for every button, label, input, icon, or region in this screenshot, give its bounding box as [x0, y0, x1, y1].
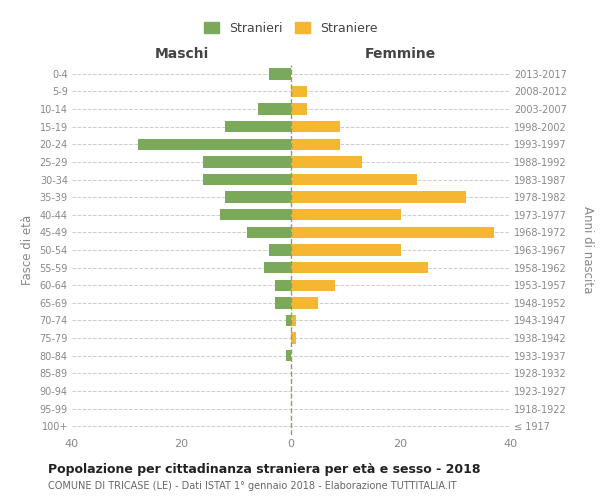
- Bar: [226, 192, 291, 203]
- Bar: [263, 262, 291, 274]
- Bar: [247, 226, 291, 238]
- Bar: [291, 280, 335, 291]
- Bar: [291, 121, 340, 132]
- Bar: [291, 156, 362, 168]
- Text: Maschi: Maschi: [154, 48, 209, 62]
- Bar: [138, 138, 291, 150]
- Bar: [291, 174, 417, 185]
- Bar: [286, 350, 291, 362]
- Bar: [291, 86, 307, 97]
- Text: Femmine: Femmine: [365, 48, 436, 62]
- Bar: [269, 68, 291, 80]
- Bar: [220, 209, 291, 220]
- Bar: [291, 209, 401, 220]
- Bar: [291, 192, 466, 203]
- Bar: [286, 315, 291, 326]
- Y-axis label: Anni di nascita: Anni di nascita: [581, 206, 594, 294]
- Bar: [203, 174, 291, 185]
- Text: COMUNE DI TRICASE (LE) - Dati ISTAT 1° gennaio 2018 - Elaborazione TUTTITALIA.IT: COMUNE DI TRICASE (LE) - Dati ISTAT 1° g…: [48, 481, 457, 491]
- Bar: [258, 104, 291, 115]
- Bar: [269, 244, 291, 256]
- Bar: [291, 226, 494, 238]
- Bar: [291, 104, 307, 115]
- Y-axis label: Fasce di età: Fasce di età: [21, 215, 34, 285]
- Bar: [291, 332, 296, 344]
- Bar: [291, 262, 428, 274]
- Bar: [291, 138, 340, 150]
- Legend: Stranieri, Straniere: Stranieri, Straniere: [199, 17, 383, 40]
- Bar: [275, 297, 291, 308]
- Bar: [203, 156, 291, 168]
- Bar: [275, 280, 291, 291]
- Bar: [226, 121, 291, 132]
- Bar: [291, 244, 401, 256]
- Bar: [291, 315, 296, 326]
- Bar: [291, 297, 319, 308]
- Text: Popolazione per cittadinanza straniera per età e sesso - 2018: Popolazione per cittadinanza straniera p…: [48, 462, 481, 475]
